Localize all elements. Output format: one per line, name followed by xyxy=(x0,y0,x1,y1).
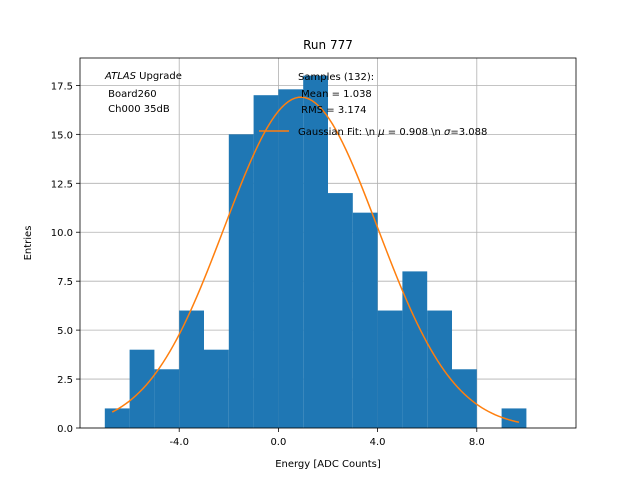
histogram-bar-7 xyxy=(278,89,304,428)
legend-fit-sigma: σ xyxy=(444,127,451,138)
histogram-bar-14 xyxy=(452,369,477,428)
y-tick-label-2: 5.0 xyxy=(57,326,73,337)
histogram-bar-9 xyxy=(328,193,353,428)
chart-title: Run 777 xyxy=(303,38,353,52)
histogram-bar-13 xyxy=(427,310,452,428)
y-tick-label-1: 2.5 xyxy=(57,375,73,386)
histogram-bar-12 xyxy=(402,271,428,428)
atlas-annotation: ATLAS Upgrade xyxy=(104,71,182,82)
channel-annotation: Ch000 35dB xyxy=(105,104,170,115)
gaussian-fit xyxy=(111,96,520,423)
legend: Samples (132): Mean = 1.038 RMS = 3.174 … xyxy=(259,72,487,138)
legend-fit-sigma-value: =3.088 xyxy=(450,127,487,138)
y-axis-label: Entries xyxy=(23,226,34,261)
histogram-bar-2 xyxy=(154,369,180,428)
histogram-bar-3 xyxy=(179,310,204,428)
histogram-bar-6 xyxy=(253,95,279,428)
y-tick-label-7: 17.5 xyxy=(51,81,73,92)
y-tick-label-3: 7.5 xyxy=(57,277,73,288)
x-tick-label-3: 8.0 xyxy=(469,437,485,448)
histogram-bar-10 xyxy=(352,212,378,428)
histogram-bar-0 xyxy=(104,408,130,428)
board-annotation: Board260 xyxy=(105,89,157,100)
legend-samples-line1: Samples (132): xyxy=(298,72,374,83)
x-tick-label-1: 0.0 xyxy=(270,437,286,448)
legend-fit-mu: μ xyxy=(377,127,384,138)
legend-fit-label: Gaussian Fit: \n μ = 0.908 \n σ=3.088 xyxy=(298,127,487,138)
histogram-bar-11 xyxy=(377,310,403,428)
histogram-bars xyxy=(104,75,527,428)
legend-fit-prefix: Gaussian Fit: \n xyxy=(298,127,378,138)
histogram-bar-4 xyxy=(204,349,229,428)
x-tick-label-0: -4.0 xyxy=(169,437,189,448)
gaussian-fit-curve xyxy=(111,96,520,423)
histogram-bar-8 xyxy=(303,75,328,428)
atlas-tag: Upgrade xyxy=(136,71,182,82)
y-axis-ticks: 0.0 2.5 5.0 7.5 10.0 12.5 15.0 17.5 xyxy=(51,81,80,435)
plot-frame xyxy=(79,57,577,429)
x-axis-label: Energy [ADC Counts] xyxy=(275,459,381,470)
x-axis-ticks: -4.0 0.0 4.0 8.0 xyxy=(169,428,485,448)
y-tick-label-0: 0.0 xyxy=(57,424,73,435)
y-tick-label-5: 12.5 xyxy=(51,179,73,190)
histogram-bar-16 xyxy=(501,408,527,428)
y-tick-label-4: 10.0 xyxy=(51,228,73,239)
x-tick-label-2: 4.0 xyxy=(370,437,386,448)
atlas-experiment: ATLAS xyxy=(104,71,137,82)
legend-fit-mu-value: = 0.908 \n xyxy=(385,127,444,138)
legend-samples-rms: RMS = 3.174 xyxy=(298,105,366,116)
histogram-bar-5 xyxy=(228,134,254,428)
legend-samples-mean: Mean = 1.038 xyxy=(298,89,372,100)
y-tick-label-6: 15.0 xyxy=(51,130,73,141)
